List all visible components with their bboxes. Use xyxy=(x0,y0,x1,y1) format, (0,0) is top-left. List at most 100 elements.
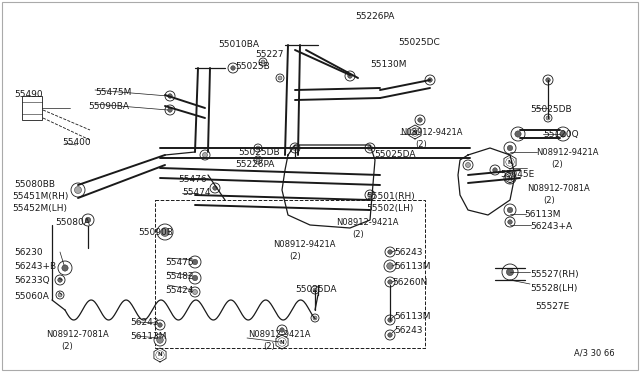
Circle shape xyxy=(192,275,198,281)
Text: 56243+B: 56243+B xyxy=(14,262,56,271)
Circle shape xyxy=(365,190,375,200)
Circle shape xyxy=(200,150,210,160)
Text: 55227: 55227 xyxy=(255,50,284,59)
Text: (2): (2) xyxy=(415,140,427,149)
Circle shape xyxy=(465,163,470,167)
Text: 55476: 55476 xyxy=(178,175,207,184)
Circle shape xyxy=(157,323,163,327)
Circle shape xyxy=(384,260,396,272)
Text: N08912-9421A: N08912-9421A xyxy=(273,240,335,249)
Circle shape xyxy=(560,131,566,137)
Text: 55025DB: 55025DB xyxy=(238,148,280,157)
Circle shape xyxy=(290,143,300,153)
Text: N08912-9421A: N08912-9421A xyxy=(536,148,598,157)
Circle shape xyxy=(278,76,282,80)
Text: 56113M: 56113M xyxy=(394,312,431,321)
Text: N08912-9421A: N08912-9421A xyxy=(248,330,310,339)
Text: N08912-9421A: N08912-9421A xyxy=(400,128,463,137)
Text: N: N xyxy=(508,160,512,164)
Circle shape xyxy=(311,286,319,294)
Text: 55452M(LH): 55452M(LH) xyxy=(12,204,67,213)
Circle shape xyxy=(58,278,62,282)
Text: (2): (2) xyxy=(352,230,364,239)
Circle shape xyxy=(507,175,513,181)
Text: 55528(LH): 55528(LH) xyxy=(530,284,577,293)
Circle shape xyxy=(546,116,550,120)
Bar xyxy=(22,96,42,120)
Text: 55025DA: 55025DA xyxy=(295,285,337,294)
Text: N: N xyxy=(413,129,417,135)
Circle shape xyxy=(168,108,172,112)
Text: 55090BA: 55090BA xyxy=(88,102,129,111)
Circle shape xyxy=(212,186,217,190)
Text: 56113M: 56113M xyxy=(130,332,166,341)
Bar xyxy=(155,200,425,348)
Circle shape xyxy=(544,114,552,122)
Circle shape xyxy=(388,333,392,337)
Circle shape xyxy=(256,158,260,162)
Circle shape xyxy=(367,192,372,198)
Text: N08912-7081A: N08912-7081A xyxy=(527,184,589,193)
Circle shape xyxy=(259,58,267,66)
Circle shape xyxy=(231,66,236,70)
Circle shape xyxy=(161,228,170,236)
Circle shape xyxy=(508,207,513,213)
Circle shape xyxy=(157,224,173,240)
Text: 56243: 56243 xyxy=(130,318,159,327)
Text: N08912-9421A: N08912-9421A xyxy=(336,218,399,227)
Circle shape xyxy=(387,263,394,269)
Circle shape xyxy=(280,328,284,332)
Circle shape xyxy=(276,74,284,82)
Circle shape xyxy=(254,144,262,152)
Circle shape xyxy=(388,280,392,284)
Text: A/3 30 66: A/3 30 66 xyxy=(574,348,614,357)
Circle shape xyxy=(56,291,64,299)
Circle shape xyxy=(313,316,317,320)
Circle shape xyxy=(508,175,513,181)
Circle shape xyxy=(463,160,473,170)
Text: 55120Q: 55120Q xyxy=(543,130,579,139)
Text: 55226PA: 55226PA xyxy=(235,160,275,169)
Text: 55475: 55475 xyxy=(165,258,194,267)
Text: 55475M: 55475M xyxy=(95,88,131,97)
Text: (2): (2) xyxy=(61,342,73,351)
Circle shape xyxy=(74,186,81,193)
Text: 55424: 55424 xyxy=(165,286,193,295)
Circle shape xyxy=(506,158,514,166)
Text: 56113M: 56113M xyxy=(394,262,431,271)
Circle shape xyxy=(154,334,166,346)
Text: 56243: 56243 xyxy=(394,326,422,335)
Text: 55025B: 55025B xyxy=(235,62,269,71)
Text: 56113M: 56113M xyxy=(524,210,561,219)
Text: 55527E: 55527E xyxy=(535,302,569,311)
Text: 55080A: 55080A xyxy=(55,218,90,227)
Text: 55025DC: 55025DC xyxy=(398,38,440,47)
Text: N08912-7081A: N08912-7081A xyxy=(46,330,109,339)
Text: 56243: 56243 xyxy=(394,248,422,257)
Text: 56243+A: 56243+A xyxy=(530,222,572,231)
Circle shape xyxy=(278,338,286,346)
Circle shape xyxy=(256,146,260,150)
Text: 55130M: 55130M xyxy=(370,60,406,69)
Text: 56233Q: 56233Q xyxy=(14,276,50,285)
Circle shape xyxy=(156,351,164,359)
Circle shape xyxy=(313,288,317,292)
Circle shape xyxy=(311,314,319,322)
Text: 55482: 55482 xyxy=(165,272,193,281)
Text: 56230: 56230 xyxy=(14,248,43,257)
Text: (2): (2) xyxy=(551,160,563,169)
Circle shape xyxy=(292,145,298,151)
Circle shape xyxy=(62,265,68,271)
Circle shape xyxy=(365,143,375,153)
Circle shape xyxy=(254,156,262,164)
Text: 55010BA: 55010BA xyxy=(218,40,259,49)
Circle shape xyxy=(192,259,198,265)
Circle shape xyxy=(508,220,512,224)
Text: 55090B: 55090B xyxy=(138,228,173,237)
Text: 55474: 55474 xyxy=(182,188,211,197)
Circle shape xyxy=(71,183,85,197)
Circle shape xyxy=(388,318,392,322)
Circle shape xyxy=(190,287,200,297)
Circle shape xyxy=(348,74,352,78)
Text: 55080BB: 55080BB xyxy=(14,180,55,189)
